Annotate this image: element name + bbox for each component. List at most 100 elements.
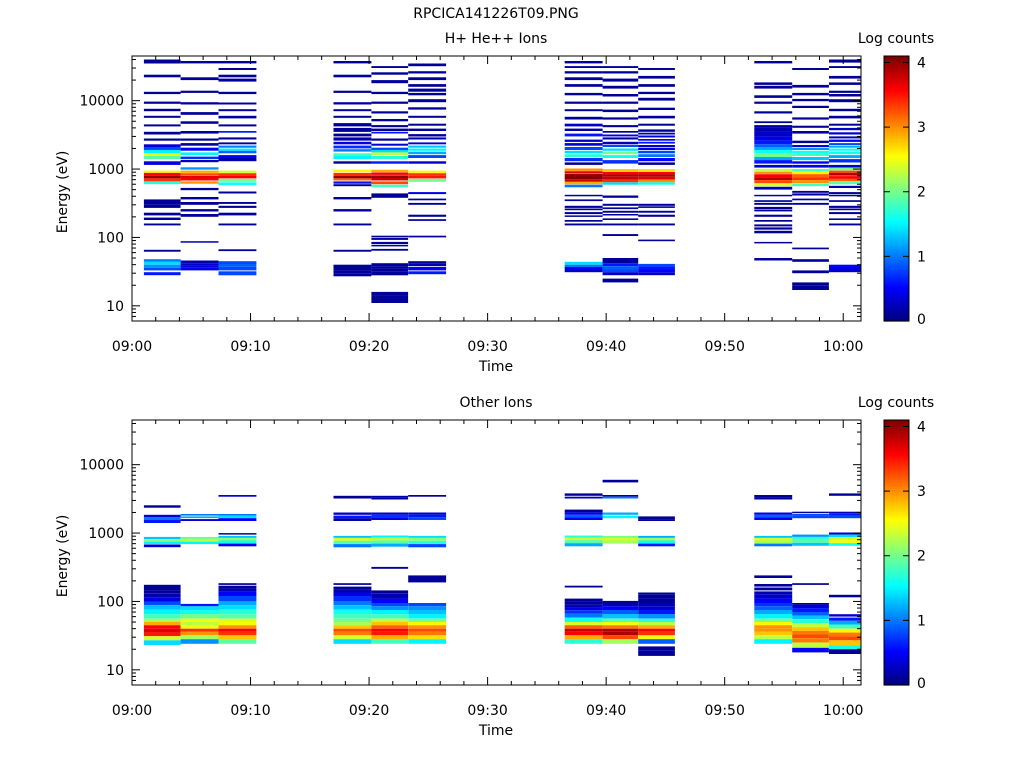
heatmap-cell bbox=[564, 496, 603, 499]
heatmap-cell bbox=[333, 127, 372, 132]
heatmap-cell bbox=[792, 171, 829, 175]
colorbar-segment bbox=[884, 155, 909, 159]
heatmap-cell bbox=[754, 209, 793, 212]
heatmap-cell bbox=[638, 537, 675, 541]
heatmap-cell bbox=[754, 618, 793, 623]
colorbar-segment bbox=[884, 217, 909, 221]
heatmap-cell bbox=[143, 539, 181, 542]
heatmap-cell bbox=[218, 514, 257, 516]
heatmap-cell bbox=[408, 92, 447, 96]
colorbar-segment bbox=[884, 285, 909, 289]
heatmap-cell bbox=[408, 628, 447, 632]
heatmap-cell bbox=[792, 536, 829, 540]
heatmap-cell bbox=[829, 534, 861, 538]
colorbar-segment bbox=[884, 526, 909, 529]
heatmap-cell bbox=[333, 596, 372, 602]
heatmap-cell bbox=[564, 184, 603, 188]
colorbar-segment bbox=[884, 142, 909, 145]
heatmap-cell bbox=[754, 206, 793, 210]
colorbar-segment bbox=[884, 625, 909, 629]
heatmap-cell bbox=[408, 84, 447, 87]
heatmap-cell bbox=[564, 154, 603, 157]
colorbar-segment bbox=[884, 133, 909, 137]
colorbar-segment bbox=[884, 56, 909, 59]
heatmap-cell bbox=[371, 495, 409, 498]
heatmap-cell bbox=[602, 160, 639, 164]
x-tick-label: 09:20 bbox=[349, 703, 389, 719]
heatmap-cell bbox=[829, 218, 861, 220]
plot-frame bbox=[131, 419, 862, 686]
colorbar-segment bbox=[884, 455, 909, 459]
colorbar-segment bbox=[884, 634, 909, 638]
heatmap-cell bbox=[602, 182, 639, 185]
colorbar-segment bbox=[884, 579, 909, 582]
heatmap-cell bbox=[754, 136, 793, 141]
colorbar-segment bbox=[884, 254, 909, 258]
heatmap-cell bbox=[564, 101, 603, 104]
colorbar-segment bbox=[884, 309, 909, 313]
heatmap-cell bbox=[564, 171, 603, 174]
colorbar-segment bbox=[884, 574, 909, 578]
colorbar-segment bbox=[884, 618, 909, 622]
heatmap-cell bbox=[143, 590, 181, 594]
heatmap-cell bbox=[829, 540, 861, 544]
colorbar-segment bbox=[884, 263, 909, 267]
heatmap-cell bbox=[333, 141, 372, 145]
heatmap-cell bbox=[218, 639, 257, 644]
heatmap-cell bbox=[792, 515, 829, 519]
heatmap-cell bbox=[143, 609, 181, 615]
colorbar-tick-label: 4 bbox=[917, 55, 926, 71]
heatmap-cell bbox=[602, 71, 639, 74]
colorbar-segment bbox=[884, 587, 909, 591]
colorbar-frame bbox=[883, 419, 910, 686]
heatmap-cell bbox=[371, 241, 409, 244]
heatmap-cell bbox=[371, 266, 409, 269]
x-tick-label: 10:00 bbox=[823, 339, 863, 355]
heatmap-cell bbox=[829, 511, 861, 514]
colorbar-segment bbox=[884, 534, 909, 538]
heatmap-cell bbox=[143, 147, 181, 150]
heatmap-cell bbox=[333, 156, 372, 159]
colorbar-segment bbox=[884, 420, 909, 423]
heatmap-cell bbox=[638, 210, 675, 213]
heatmap-cell bbox=[638, 75, 675, 79]
heatmap-cell bbox=[829, 94, 861, 97]
heatmap-cell bbox=[371, 235, 409, 238]
colorbar-segment bbox=[884, 188, 909, 192]
heatmap-cell bbox=[564, 628, 603, 632]
colorbar-segment bbox=[884, 561, 909, 565]
colorbar-segment bbox=[884, 554, 909, 558]
heatmap-cell bbox=[143, 636, 181, 641]
colorbar-segment bbox=[884, 256, 909, 260]
heatmap-cell bbox=[754, 220, 793, 222]
colorbar-segment bbox=[884, 173, 909, 176]
heatmap-cell bbox=[180, 622, 219, 626]
heatmap-cell bbox=[792, 511, 829, 514]
colorbar-segment bbox=[884, 131, 909, 134]
heatmap-cell bbox=[180, 606, 219, 610]
heatmap-cell bbox=[602, 137, 639, 140]
heatmap-cell bbox=[371, 614, 409, 619]
colorbar-segment bbox=[884, 150, 909, 154]
heatmap-cell bbox=[408, 63, 447, 67]
colorbar-segment bbox=[884, 598, 909, 602]
colorbar-segment bbox=[884, 162, 909, 165]
colorbar-segment bbox=[884, 221, 909, 225]
colorbar-segment bbox=[884, 658, 909, 662]
colorbar-segment bbox=[884, 164, 909, 168]
heatmap-cell bbox=[602, 214, 639, 216]
colorbar-segment bbox=[884, 654, 909, 657]
colorbar-segment bbox=[884, 281, 909, 285]
colorbar-tick-label: 0 bbox=[917, 676, 926, 692]
heatmap-cell bbox=[754, 575, 793, 578]
heatmap-cell bbox=[638, 162, 675, 165]
x-tick-label: 09:30 bbox=[467, 703, 507, 719]
heatmap-cell bbox=[218, 628, 257, 632]
heatmap-cell bbox=[333, 639, 372, 644]
heatmap-cell bbox=[829, 178, 861, 182]
heatmap-cell bbox=[333, 137, 372, 141]
heatmap-cell bbox=[143, 199, 181, 202]
heatmap-cell bbox=[371, 178, 409, 181]
heatmap-cell bbox=[143, 605, 181, 610]
colorbar-segment bbox=[884, 226, 909, 229]
